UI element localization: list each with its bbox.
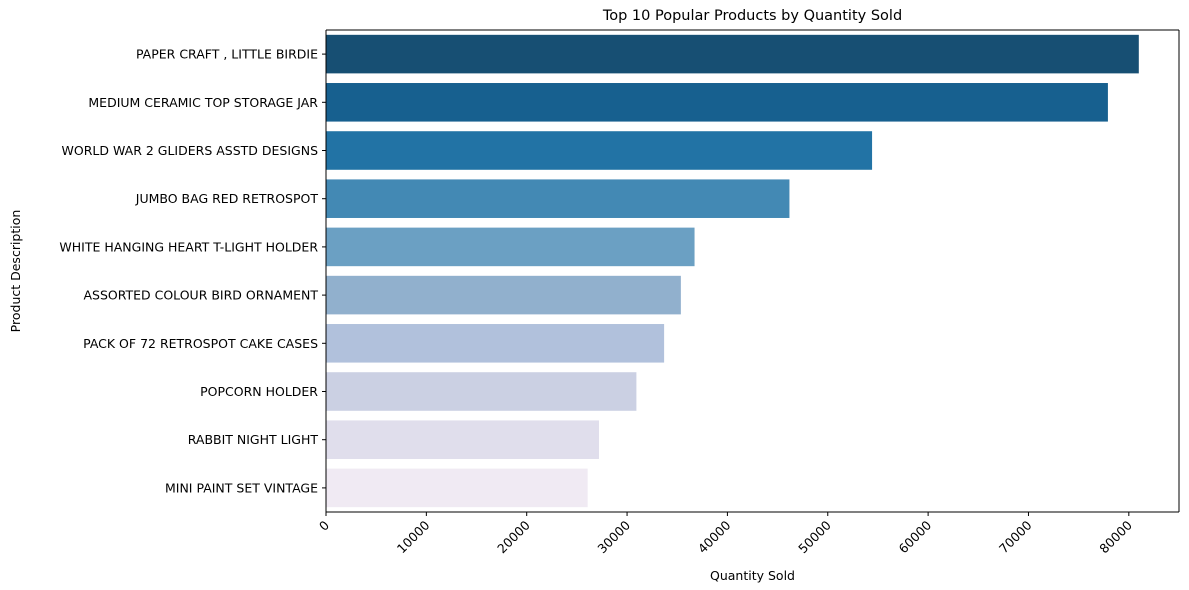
x-tick-label: 50000 bbox=[795, 517, 834, 556]
y-tick-label: JUMBO BAG RED RETROSPOT bbox=[135, 191, 319, 206]
x-tick-label: 40000 bbox=[695, 517, 734, 556]
y-tick-label: WHITE HANGING HEART T-LIGHT HOLDER bbox=[59, 239, 318, 254]
y-tick-label: PACK OF 72 RETROSPOT CAKE CASES bbox=[83, 336, 318, 351]
bar-9 bbox=[326, 420, 599, 459]
y-tick-label: PAPER CRAFT , LITTLE BIRDIE bbox=[136, 47, 318, 62]
bar-4 bbox=[326, 179, 790, 218]
y-tick-label: WORLD WAR 2 GLIDERS ASSTD DESIGNS bbox=[62, 143, 319, 158]
x-tick-label: 0 bbox=[316, 517, 332, 533]
x-tick-label: 10000 bbox=[394, 517, 433, 556]
y-tick-label: POPCORN HOLDER bbox=[200, 384, 318, 399]
x-axis-label: Quantity Sold bbox=[710, 568, 795, 583]
x-tick-label: 60000 bbox=[896, 517, 935, 556]
bar-1 bbox=[326, 34, 1139, 74]
y-tick-label: ASSORTED COLOUR BIRD ORNAMENT bbox=[83, 288, 318, 303]
bars-group bbox=[326, 34, 1139, 508]
chart-title: Top 10 Popular Products by Quantity Sold bbox=[602, 8, 902, 24]
bar-7 bbox=[326, 324, 665, 363]
y-tick-labels: PAPER CRAFT , LITTLE BIRDIE MEDIUM CERAMI… bbox=[59, 47, 326, 495]
bar-6 bbox=[326, 275, 681, 315]
bar-8 bbox=[326, 372, 637, 411]
x-tick-label: 20000 bbox=[494, 517, 533, 556]
y-tick-label: MEDIUM CERAMIC TOP STORAGE JAR bbox=[88, 95, 318, 110]
y-tick-label: MINI PAINT SET VINTAGE bbox=[165, 480, 318, 495]
x-tick-label: 30000 bbox=[594, 517, 633, 556]
y-tick-label: RABBIT NIGHT LIGHT bbox=[188, 432, 319, 447]
x-tick-label: 80000 bbox=[1096, 517, 1135, 556]
y-axis-label: Product Description bbox=[8, 210, 23, 333]
bar-5 bbox=[326, 227, 695, 267]
x-axis: 0 10000 20000 30000 40000 50000 60000 70000 8000… bbox=[316, 512, 1135, 556]
x-tick-label: 70000 bbox=[996, 517, 1035, 556]
bar-2 bbox=[326, 83, 1108, 122]
bar-10 bbox=[326, 468, 588, 508]
bar-3 bbox=[326, 131, 873, 170]
